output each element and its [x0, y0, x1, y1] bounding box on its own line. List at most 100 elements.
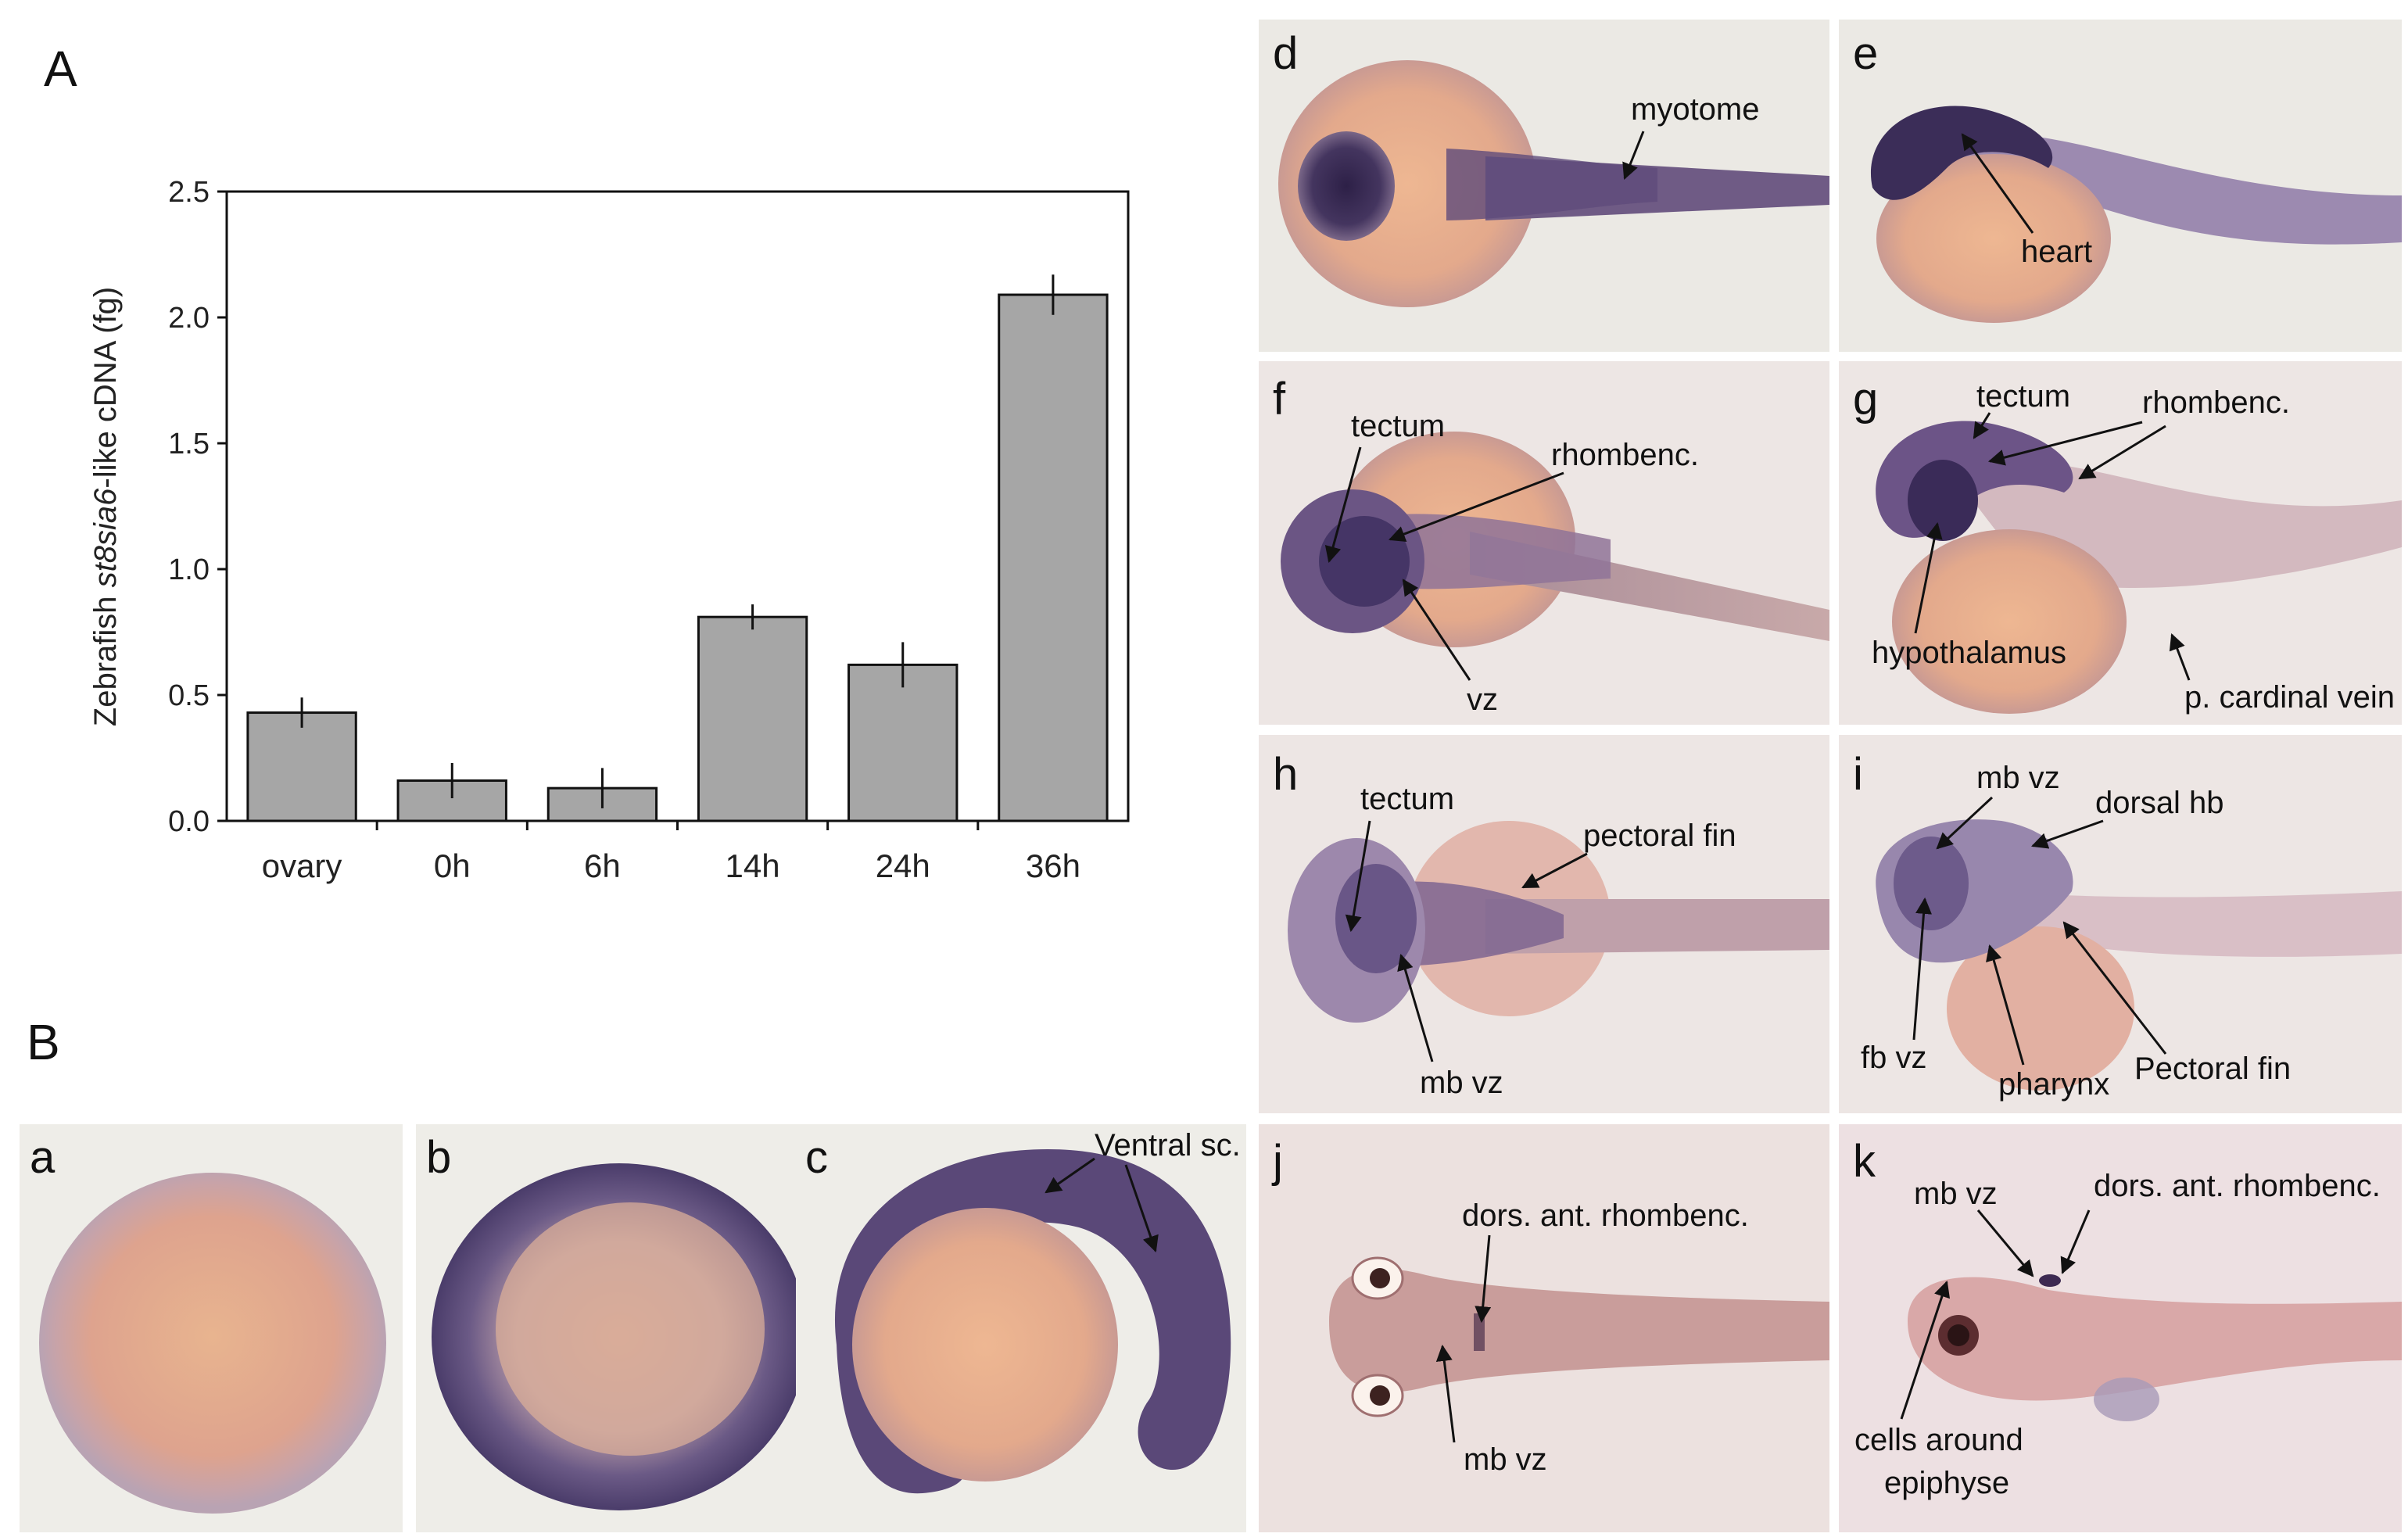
- panel-k-label-dors-ant-rhombenc: dors. ant. rhombenc.: [2094, 1169, 2381, 1203]
- panel-f-arrow-rhombenc: [1389, 471, 1564, 543]
- panel-j-label-dors-ant-rhombenc: dors. ant. rhombenc.: [1462, 1198, 1749, 1233]
- bar: [246, 711, 357, 822]
- y-tick-label: 0.0: [168, 805, 210, 838]
- panel-h-arrow-mb-vz: [1397, 953, 1434, 1062]
- panel-h-label-pectoral-fin: pectoral fin: [1583, 819, 1736, 853]
- embryo-j-stain: [1474, 1313, 1485, 1351]
- y-tick-label: 2.5: [168, 176, 210, 209]
- y-axis-label-part-1: Zebrafish: [88, 587, 123, 726]
- embryo-c-yolk: [852, 1208, 1118, 1481]
- panel-b: b: [416, 1124, 807, 1532]
- panel-f-label-vz: vz: [1467, 683, 1498, 717]
- panel-i-label-mb-vz: mb vz: [1976, 761, 2060, 795]
- panel-g: g tectum rhombenc. hypothalamus p. cardi…: [1839, 361, 2402, 725]
- panel-f-arrow-tectum: [1324, 446, 1362, 564]
- embryo-k-stain: [2039, 1274, 2061, 1287]
- panel-i-arrow-fb-vz: [1912, 897, 1933, 1041]
- panel-a: a: [20, 1124, 403, 1532]
- bar-chart: 0.0 0.5 1.0 1.5 2.0 2.5 ovary 0h 6h 14h 24h 36h Ze…: [88, 176, 1130, 884]
- section-a: A 0.0 0.5 1.0 1.5 2.0 2.5 ovary 0h 6h 14h 24h 36h …: [44, 41, 1130, 884]
- embryo-i-yolk: [1947, 926, 2134, 1091]
- panel-k-label-epiphyse: epiphyse: [1884, 1466, 2009, 1500]
- y-tick-label: 1.0: [168, 554, 210, 586]
- y-tick-label: 1.5: [168, 428, 210, 460]
- panel-g-arrow-hypothalamus: [1914, 521, 1943, 634]
- panel-e-label-heart: heart: [2021, 235, 2092, 269]
- panel-d-label-myotome: myotome: [1631, 92, 1760, 127]
- panel-d: d myotome: [1259, 20, 1829, 352]
- embryo-k-pupil: [1948, 1324, 1969, 1346]
- panel-j-arrow-dors-ant-rhombenc: [1475, 1234, 1492, 1324]
- embryo-d-trunk: [1446, 149, 1657, 220]
- embryo-f-brain: [1319, 516, 1410, 607]
- panel-k: k mb vz dors. ant. rhombenc. cells aroun…: [1839, 1124, 2402, 1532]
- panel-k-arrow-mb-vz: [1976, 1209, 2034, 1277]
- panel-k-arrow-dors-ant-rhombenc: [2060, 1209, 2091, 1274]
- embryo-e-head: [1870, 106, 2053, 200]
- y-tick-label: 0.5: [168, 679, 210, 712]
- panel-i: i mb vz dorsal hb fb vz pharynx Pectoral…: [1839, 735, 2402, 1113]
- panel-f-letter: f: [1273, 374, 1286, 425]
- bar: [998, 293, 1109, 822]
- panel-h-arrow-tectum: [1345, 820, 1371, 933]
- panel-k-arrow-cells-around: [1900, 1281, 1951, 1420]
- panel-c-label-ventral-sc: Ventral sc.: [1095, 1128, 1241, 1163]
- embryo-j-pupil-top: [1370, 1268, 1390, 1288]
- panel-i-label-dorsal-hb: dorsal hb: [2095, 786, 2224, 820]
- x-tick-label: 0h: [434, 847, 471, 884]
- panel-h-letter: h: [1273, 749, 1298, 800]
- panel-g-label-hypothalamus: hypothalamus: [1872, 636, 2066, 670]
- bars: [246, 274, 1109, 822]
- panel-g-arrow-tectum: [1973, 412, 1991, 439]
- x-tick-label: 36h: [1026, 847, 1080, 884]
- panel-c: c Ventral sc.: [796, 1124, 1246, 1532]
- panel-a-letter: a: [30, 1132, 56, 1183]
- panel-h-label-mb-vz: mb vz: [1420, 1066, 1503, 1100]
- panel-k-label-cells-around: cells around: [1854, 1423, 2023, 1457]
- embryo-g-brain: [1908, 460, 1978, 541]
- panel-h: h tectum pectoral fin mb vz: [1259, 735, 1829, 1113]
- embryo-b-yolk: [496, 1202, 765, 1456]
- x-tick-label: 14h: [726, 847, 780, 884]
- panel-g-letter: g: [1853, 374, 1878, 425]
- panel-g-label-cardinal-vein: p. cardinal vein: [2184, 680, 2395, 715]
- y-tick-label: 2.0: [168, 302, 210, 335]
- embryo-e-yolk: [1876, 154, 2111, 323]
- panel-g-label-rhombenc: rhombenc.: [2142, 385, 2290, 420]
- panel-c-letter: c: [805, 1132, 828, 1183]
- embryo-j-body: [1329, 1269, 1829, 1392]
- panel-g-arrow-rhombenc-2: [2078, 425, 2166, 480]
- bar: [847, 663, 959, 822]
- panel-e-arrow-heart: [1961, 133, 2034, 234]
- panel-i-arrow-pharynx: [1986, 944, 2025, 1066]
- panel-e: e heart: [1839, 20, 2402, 352]
- embryo-i-brain: [1894, 837, 1969, 930]
- panel-i-label-pectoral-fin: Pectoral fin: [2134, 1052, 2291, 1086]
- panel-d-arrow-myotome: [1622, 131, 1645, 180]
- panel-f: f tectum rhombenc. vz: [1259, 361, 1829, 725]
- embryo-d-yolk: [1278, 60, 1536, 307]
- panel-f-label-rhombenc: rhombenc.: [1551, 438, 1699, 472]
- embryo-d-head: [1298, 131, 1395, 241]
- panel-i-arrow-pectoral-fin: [2062, 921, 2167, 1055]
- panel-c-arrow-2: [1124, 1164, 1159, 1252]
- panel-e-letter: e: [1853, 28, 1878, 79]
- x-tick-label: 24h: [876, 847, 930, 884]
- panel-j-label-mb-vz: mb vz: [1464, 1442, 1547, 1477]
- bar: [697, 615, 808, 822]
- embryo-h-tail: [1485, 899, 1829, 954]
- embryo-k-swim-bladder: [2094, 1378, 2159, 1421]
- panel-c-arrow-1: [1045, 1157, 1095, 1194]
- embryo-j-pupil-bottom: [1370, 1385, 1390, 1406]
- y-axis-label-gene: st8sia6: [88, 488, 123, 587]
- embryo-h-brain: [1335, 864, 1417, 973]
- section-a-label: A: [44, 41, 77, 97]
- panel-k-letter: k: [1853, 1136, 1876, 1187]
- y-axis-label: Zebrafish st8sia6-like cDNA (fg): [88, 287, 123, 726]
- embryo-e-tail: [1939, 133, 2402, 245]
- panel-i-arrow-dorsal-hb: [2031, 819, 2104, 849]
- panel-f-label-tectum: tectum: [1351, 409, 1445, 443]
- embryo-i-tail: [1994, 891, 2402, 957]
- panel-f-arrow-vz: [1402, 579, 1471, 681]
